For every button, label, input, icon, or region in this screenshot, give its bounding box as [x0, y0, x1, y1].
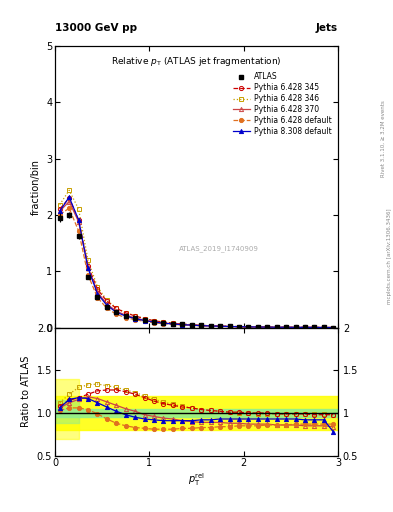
Text: Relative $p_{\mathrm{T}}$ (ATLAS jet fragmentation): Relative $p_{\mathrm{T}}$ (ATLAS jet fra… [111, 55, 282, 68]
X-axis label: $p_{\mathrm{T}}^{\mathrm{rel}}$: $p_{\mathrm{T}}^{\mathrm{rel}}$ [188, 471, 205, 488]
Text: mcplots.cern.ch [arXiv:1306.3436]: mcplots.cern.ch [arXiv:1306.3436] [387, 208, 392, 304]
Text: 13000 GeV pp: 13000 GeV pp [55, 23, 137, 33]
Y-axis label: fraction/bin: fraction/bin [30, 159, 40, 215]
Text: Rivet 3.1.10, ≥ 3.2M events: Rivet 3.1.10, ≥ 3.2M events [381, 100, 386, 177]
Text: Jets: Jets [316, 23, 338, 33]
Y-axis label: Ratio to ATLAS: Ratio to ATLAS [21, 356, 31, 428]
Text: ATLAS_2019_I1740909: ATLAS_2019_I1740909 [179, 245, 259, 252]
Legend: ATLAS, Pythia 6.428 345, Pythia 6.428 346, Pythia 6.428 370, Pythia 6.428 defaul: ATLAS, Pythia 6.428 345, Pythia 6.428 34… [233, 72, 331, 136]
